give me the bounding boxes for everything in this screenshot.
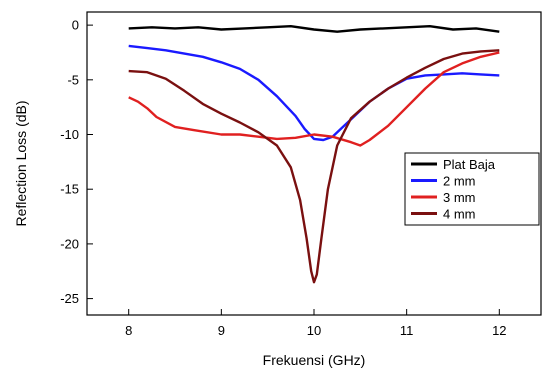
x-tick-label: 8 [125, 323, 132, 338]
x-axis-label: Frekuensi (GHz) [263, 352, 366, 368]
legend-label: 2 mm [443, 174, 476, 189]
y-tick-label: 0 [72, 18, 79, 33]
y-tick-label: -5 [67, 72, 79, 87]
series-lines [128, 25, 500, 284]
series-line [128, 44, 500, 142]
x-tick-label: 11 [400, 323, 414, 338]
axis-ticks: 8 9 10 11 12 0 -5 -10 -15 -20 -25 [60, 18, 506, 338]
series-line [128, 49, 500, 284]
y-axis-label: Reflection Loss (dB) [13, 100, 29, 226]
legend-label: 4 mm [443, 207, 476, 222]
y-tick-label: -10 [60, 127, 79, 142]
legend-items: Plat Baja 2 mm3 mm 4 mm [411, 157, 496, 222]
x-tick-label: 10 [307, 323, 321, 338]
x-tick-label: 12 [492, 323, 506, 338]
y-tick-label: -15 [60, 182, 79, 197]
legend: Plat Baja 2 mm3 mm 4 mm [404, 152, 540, 226]
x-tick-label: 9 [218, 323, 225, 338]
series-line [128, 25, 500, 33]
plot-frame [86, 11, 542, 316]
legend-label: Plat Baja [443, 157, 496, 172]
y-tick-label: -25 [60, 291, 79, 306]
y-tick-label: -20 [60, 236, 79, 251]
legend-label: 3 mm [443, 190, 476, 205]
series-line [128, 51, 500, 147]
